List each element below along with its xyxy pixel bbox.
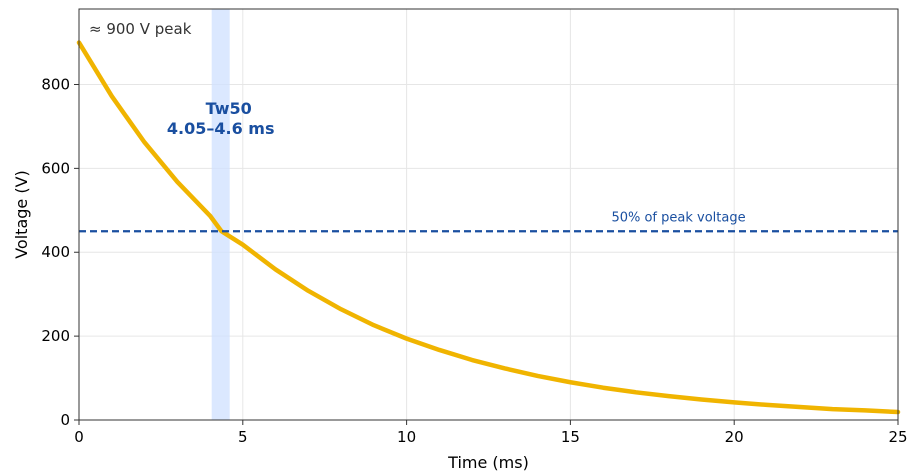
tw50-label: Tw50 — [206, 99, 252, 118]
tw50-range-label: 4.05–4.6 ms — [167, 119, 275, 138]
plot-frame — [78, 8, 899, 421]
y-axis-title: Voltage (V) — [12, 170, 31, 259]
peak-note-annotation: ≈ 900 V peak — [89, 20, 192, 38]
x-tick-label: 10 — [397, 428, 416, 446]
y-tick-label: 0 — [60, 411, 70, 429]
x-tick-label: 0 — [74, 428, 84, 446]
y-tick-label: 400 — [41, 243, 70, 261]
x-axis-ticks: 0 5 10 15 20 25 — [74, 420, 908, 446]
y-axis-ticks: 0 200 400 600 800 — [41, 75, 79, 429]
x-tick-label: 25 — [888, 428, 907, 446]
x-axis-title: Time (ms) — [447, 453, 529, 472]
voltage-decay-curve — [76, 40, 901, 415]
half-peak-reference-label: 50% of peak voltage — [611, 210, 745, 225]
x-tick-label: 5 — [238, 428, 248, 446]
x-tick-label: 20 — [725, 428, 744, 446]
y-tick-label: 200 — [41, 327, 70, 345]
y-tick-label: 800 — [41, 75, 70, 93]
x-tick-label: 15 — [561, 428, 580, 446]
tw50-band — [211, 9, 230, 420]
y-tick-label: 600 — [41, 159, 70, 177]
